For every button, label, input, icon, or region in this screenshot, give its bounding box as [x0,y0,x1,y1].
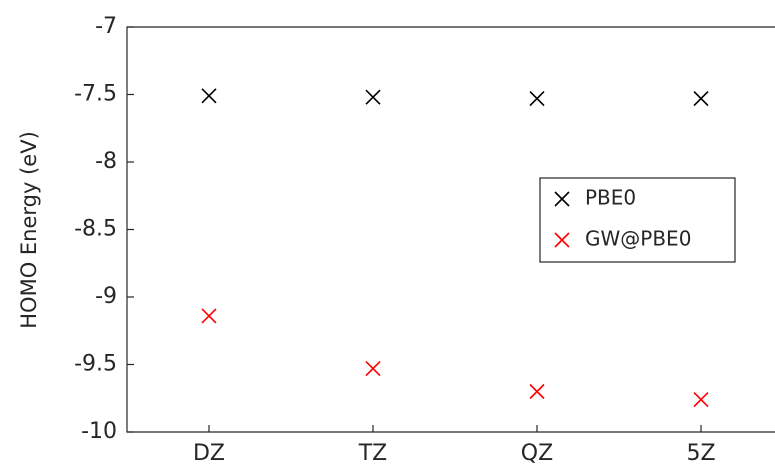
y-tick-label: -7.5 [74,82,117,107]
y-tick-label: -8.5 [74,217,117,242]
marker [693,90,709,107]
y-tick-label: -7 [95,14,117,39]
y-axis-label: HOMO Energy (eV) [17,131,41,329]
legend-label: PBE0 [585,186,636,210]
marker [365,89,381,105]
legend-label: GW@PBE0 [585,227,691,251]
marker [365,360,381,377]
x-tick-label: DZ [193,441,225,466]
legend-marker [554,191,570,207]
y-tick-label: -9 [95,284,117,309]
marker [201,308,217,324]
marker [529,383,545,400]
y-tick-label: -8 [95,149,117,174]
y-tick-label: -10 [81,419,117,444]
legend-box [539,177,736,263]
marker [201,88,217,104]
x-tick-label: QZ [521,441,553,466]
x-tick-label: 5Z [686,441,715,466]
legend-marker [554,232,570,248]
marker [693,392,709,408]
marker [529,90,545,107]
y-tick-label: -9.5 [74,352,117,377]
x-tick-label: TZ [358,441,388,466]
